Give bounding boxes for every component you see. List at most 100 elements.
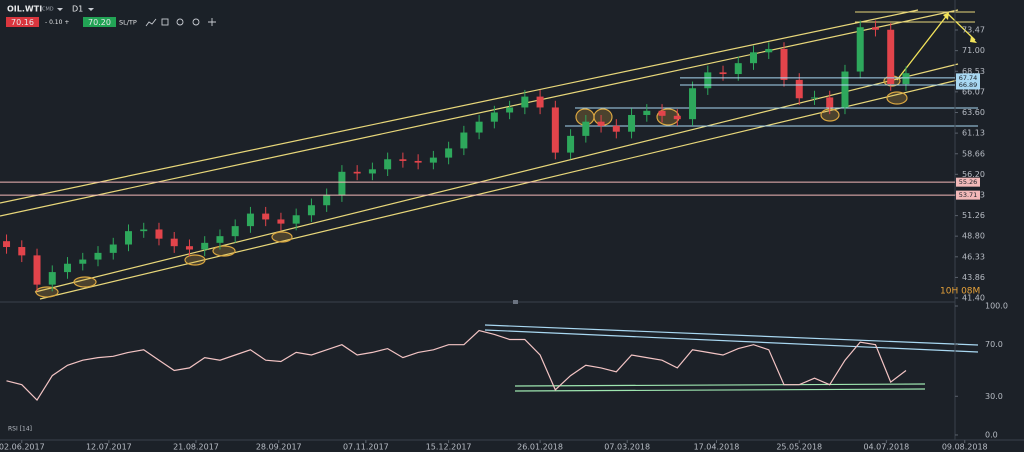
candle-body (3, 241, 11, 248)
candle-body (124, 231, 132, 245)
ask-price[interactable]: 70.20 (88, 18, 111, 27)
candle-body (612, 125, 620, 132)
x-tick-label: 21.08.2017 (173, 443, 219, 452)
splitter-handle[interactable] (513, 300, 518, 304)
candle-body (94, 252, 102, 260)
candle-body (170, 238, 178, 247)
candle-body (490, 112, 498, 122)
candle-body (871, 27, 879, 30)
line-tool-icon[interactable] (145, 18, 157, 27)
y-tick-label: 56.20 (962, 170, 985, 179)
y-tick-label: 71.00 (962, 46, 985, 55)
trend-line (0, 9, 919, 204)
x-tick-label: 15.12.2017 (426, 443, 472, 452)
candle-body (323, 195, 331, 206)
candle-body (18, 247, 26, 256)
candle-body (246, 213, 254, 227)
highlight (271, 231, 293, 243)
candle-body (460, 132, 468, 149)
candle-body (353, 171, 361, 174)
rsi-trend-line (484, 324, 979, 346)
indicator-title: RSI [14] (8, 426, 32, 433)
candle-body (536, 96, 544, 108)
buy-button[interactable] (83, 17, 116, 27)
level-label-box (956, 190, 980, 200)
candle-body (414, 160, 422, 163)
fib-tool-icon[interactable] (161, 18, 169, 26)
trend-line (39, 79, 959, 300)
trend-line (0, 9, 959, 217)
level-label-box (956, 177, 980, 187)
candle-body (734, 63, 742, 75)
candle-body (277, 219, 285, 224)
y-tick-label: 63.60 (962, 108, 985, 117)
dropdown-arrow[interactable] (57, 8, 94, 11)
candle-body (765, 48, 773, 53)
sell-button[interactable] (6, 17, 39, 27)
rsi-line (6, 329, 907, 402)
x-tick-label: 17.04.2018 (694, 443, 740, 452)
x-tick-label: 28.09.2017 (256, 443, 302, 452)
level-label-box (956, 80, 980, 90)
candles (3, 20, 910, 402)
candle-body (109, 244, 117, 253)
candle-body (628, 114, 636, 132)
candle-body (140, 229, 148, 232)
axes: 73.47 71.00 68.53 66.07 63.60 61.13 58.66 56.20… (0, 26, 1008, 452)
rsi-support-line (514, 383, 926, 387)
y-tick-label: 68.53 (962, 67, 985, 76)
candle-body (551, 107, 559, 153)
market: CMD (42, 7, 54, 13)
candle-body (689, 88, 697, 120)
candle-body (48, 272, 56, 285)
candle-body (201, 242, 209, 250)
candle-body (64, 263, 72, 273)
symbol[interactable]: OIL.WTI (7, 5, 42, 14)
y-tick-label: 46.33 (962, 252, 985, 261)
level-label: 67.74 (959, 74, 978, 82)
highlight (886, 91, 908, 105)
candle-body (155, 229, 163, 239)
candle-body (521, 96, 529, 108)
candle-body (658, 110, 666, 116)
candle-body (338, 171, 346, 196)
bid-price[interactable]: 70.16 (11, 18, 34, 27)
x-tick-label: 09.08.2018 (942, 443, 988, 452)
candle-body (368, 169, 376, 174)
zoom-out-icon[interactable] (176, 18, 184, 26)
y-tick-label: 66.07 (962, 87, 985, 96)
crosshair-icon[interactable] (208, 18, 216, 26)
candle-body (841, 71, 849, 108)
candle-body (597, 121, 605, 126)
y-tick-label: 43.86 (962, 273, 985, 282)
y-tick-label: 73.47 (962, 26, 985, 35)
candle-body (231, 226, 239, 237)
y-tick-label: 61.13 (962, 129, 985, 138)
candle-body (429, 157, 437, 163)
zoom-in-icon[interactable] (192, 18, 200, 26)
sltp-button[interactable]: SL/TP (119, 19, 137, 27)
candle-body (216, 236, 224, 243)
y-tick-label: 70.0 (985, 340, 1003, 349)
candle-body (673, 115, 681, 120)
rsi-support-line (514, 388, 926, 392)
timeframe[interactable]: D1 (72, 5, 83, 14)
x-tick-label: 04.07.2018 (863, 443, 909, 452)
rsi-trend-line (484, 329, 979, 353)
level-label: 53.71 (959, 191, 978, 199)
candle-body (399, 159, 407, 161)
x-tick-label: 25.05.2018 (776, 443, 822, 452)
x-tick-label: 02.06.2017 (0, 443, 45, 452)
candle-body (506, 107, 514, 113)
candle-body (780, 48, 788, 80)
y-tick-label: 58.66 (962, 149, 985, 158)
x-tick-label: 12.07.2017 (86, 443, 132, 452)
spread: - 0.10 + (45, 19, 69, 26)
candle-body (445, 148, 453, 158)
level-label: 66.89 (959, 81, 978, 89)
candle-body (262, 213, 270, 220)
candle-body (475, 121, 483, 133)
